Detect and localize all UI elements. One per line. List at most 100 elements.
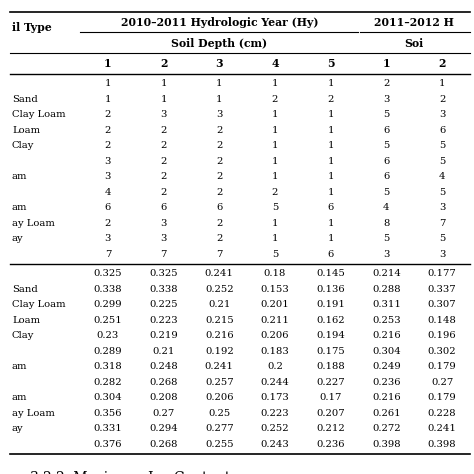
Text: Loam: Loam [12,316,40,325]
Text: am: am [12,172,27,181]
Text: 0.325: 0.325 [93,269,122,278]
Text: 1: 1 [328,219,334,228]
Text: 0.215: 0.215 [205,316,234,325]
Text: 4: 4 [439,172,446,181]
Text: am: am [12,203,27,212]
Text: 2: 2 [216,126,222,135]
Text: 6: 6 [383,157,390,166]
Text: 6: 6 [160,203,167,212]
Text: 1: 1 [104,57,112,69]
Text: 1: 1 [216,79,222,88]
Text: 0.331: 0.331 [93,424,122,433]
Text: 0.288: 0.288 [372,285,401,294]
Text: 0.223: 0.223 [261,409,289,418]
Text: 2: 2 [438,57,446,69]
Text: 0.148: 0.148 [428,316,456,325]
Text: 1: 1 [160,79,167,88]
Text: 7: 7 [216,250,222,259]
Text: 2: 2 [216,188,222,197]
Text: 0.175: 0.175 [316,347,345,356]
Text: 2: 2 [216,234,222,243]
Text: 5: 5 [383,110,390,119]
Text: 0.227: 0.227 [317,378,345,387]
Text: 0.179: 0.179 [428,393,456,402]
Text: 0.398: 0.398 [428,440,456,449]
Text: 2: 2 [105,110,111,119]
Text: 0.304: 0.304 [93,393,122,402]
Text: 0.223: 0.223 [149,316,178,325]
Text: 0.318: 0.318 [93,362,122,371]
Text: 2: 2 [216,172,222,181]
Text: 0.307: 0.307 [428,300,456,309]
Text: 0.216: 0.216 [372,393,401,402]
Text: ay Loam: ay Loam [12,409,55,418]
Text: 0.255: 0.255 [205,440,234,449]
Text: 0.277: 0.277 [205,424,234,433]
Text: 0.243: 0.243 [261,440,289,449]
Text: 0.299: 0.299 [93,300,122,309]
Text: 2: 2 [160,57,167,69]
Text: Soil Depth (cm): Soil Depth (cm) [171,37,267,48]
Text: Clay Loam: Clay Loam [12,300,65,309]
Text: 0.183: 0.183 [261,347,289,356]
Text: 0.206: 0.206 [205,393,234,402]
Text: 5: 5 [383,188,390,197]
Text: 2: 2 [216,141,222,150]
Text: 7: 7 [160,250,167,259]
Text: 1: 1 [328,79,334,88]
Text: 2: 2 [439,95,446,104]
Text: 0.356: 0.356 [93,409,122,418]
Text: 2: 2 [272,95,278,104]
Text: 1: 1 [328,126,334,135]
Text: 0.294: 0.294 [149,424,178,433]
Text: 3: 3 [216,110,222,119]
Text: 6: 6 [216,203,222,212]
Text: 3: 3 [383,250,390,259]
Text: 0.249: 0.249 [372,362,401,371]
Text: 0.17: 0.17 [319,393,342,402]
Text: 0.236: 0.236 [372,378,401,387]
Text: 0.206: 0.206 [261,331,289,340]
Text: 0.219: 0.219 [149,331,178,340]
Text: Loam: Loam [12,126,40,135]
Text: 0.302: 0.302 [428,347,456,356]
Text: 0.236: 0.236 [317,440,345,449]
Text: 0.398: 0.398 [372,440,401,449]
Text: 2011–2012 H: 2011–2012 H [374,17,454,27]
Text: 6: 6 [328,203,334,212]
Text: 8: 8 [383,219,390,228]
Text: 0.177: 0.177 [428,269,456,278]
Text: 0.18: 0.18 [264,269,286,278]
Text: 0.268: 0.268 [149,378,178,387]
Text: Soi: Soi [405,37,424,48]
Text: 0.304: 0.304 [372,347,401,356]
Text: 2: 2 [216,219,222,228]
Text: Sand: Sand [12,285,38,294]
Text: 0.272: 0.272 [372,424,401,433]
Text: 1: 1 [328,172,334,181]
Text: 0.201: 0.201 [261,300,289,309]
Text: 0.268: 0.268 [149,440,178,449]
Text: 4: 4 [105,188,111,197]
Text: 0.244: 0.244 [261,378,290,387]
Text: 2: 2 [328,95,334,104]
Text: 1: 1 [105,79,111,88]
Text: 3: 3 [105,172,111,181]
Text: 5: 5 [439,157,446,166]
Text: 5: 5 [383,141,390,150]
Text: 1: 1 [272,126,278,135]
Text: 0.241: 0.241 [205,362,234,371]
Text: 0.252: 0.252 [205,285,234,294]
Text: 0.196: 0.196 [428,331,456,340]
Text: 3: 3 [439,110,446,119]
Text: 3: 3 [216,57,223,69]
Text: 0.173: 0.173 [261,393,289,402]
Text: 3: 3 [439,203,446,212]
Text: 0.208: 0.208 [149,393,178,402]
Text: 0.241: 0.241 [428,424,456,433]
Text: 0.27: 0.27 [431,378,453,387]
Text: ay: ay [12,234,24,243]
Text: 0.252: 0.252 [261,424,289,433]
Text: 1: 1 [272,172,278,181]
Text: 0.282: 0.282 [93,378,122,387]
